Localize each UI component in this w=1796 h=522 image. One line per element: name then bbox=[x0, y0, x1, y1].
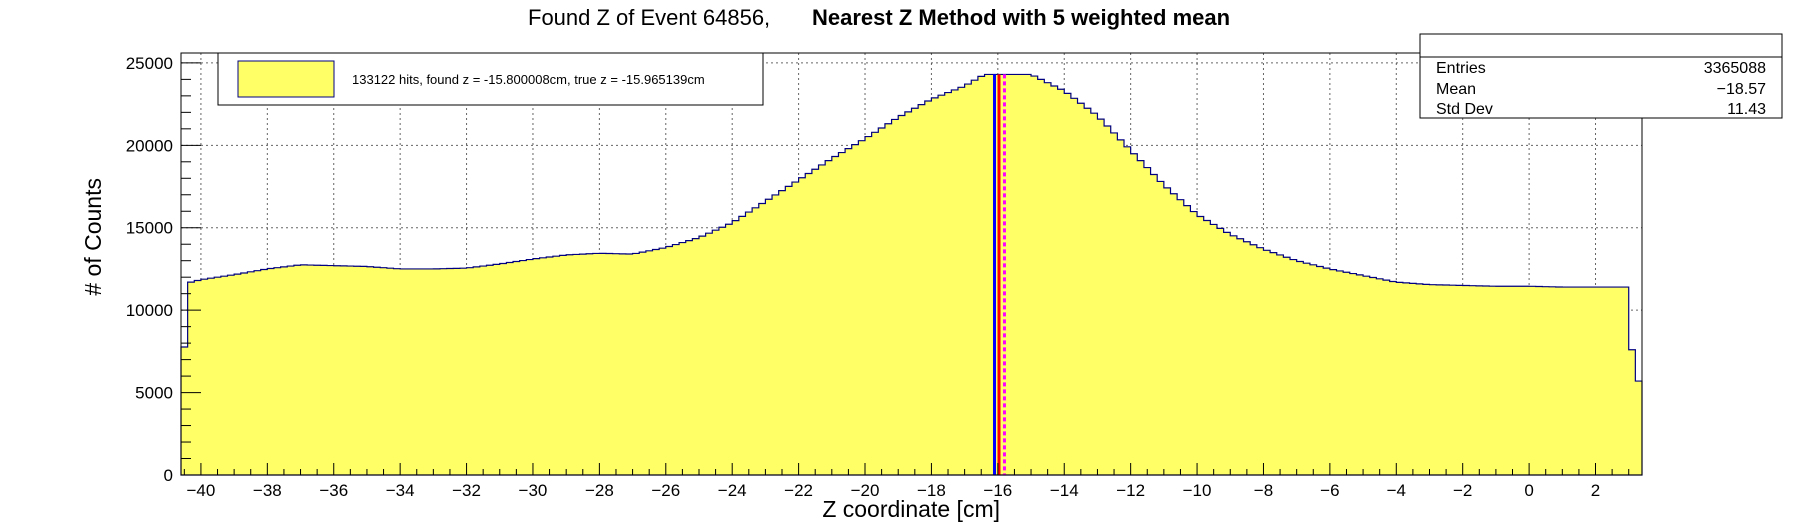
x-tick-label: −10 bbox=[1183, 481, 1212, 500]
x-tick-label: −6 bbox=[1320, 481, 1339, 500]
y-tick-label: 25000 bbox=[126, 54, 173, 73]
stats-mean-label: Mean bbox=[1436, 81, 1476, 98]
chart-subtitle: Nearest Z Method with 5 weighted mean bbox=[812, 5, 1230, 30]
stats-stddev-value: 11.43 bbox=[1727, 101, 1766, 118]
y-tick-label: 20000 bbox=[126, 136, 173, 155]
stats-box: Entries 3365088 Mean −18.57 Std Dev 11.4… bbox=[1419, 33, 1783, 119]
stats-frame bbox=[1419, 33, 1783, 119]
x-tick-label: −14 bbox=[1050, 481, 1079, 500]
x-tick-label: −12 bbox=[1116, 481, 1145, 500]
x-tick-label: −34 bbox=[386, 481, 415, 500]
y-tick-label: 5000 bbox=[135, 384, 173, 403]
histogram-bars bbox=[180, 73, 1643, 476]
z-markers bbox=[993, 74, 1006, 475]
x-tick-label: −40 bbox=[187, 481, 216, 500]
x-tick-label: −8 bbox=[1254, 481, 1273, 500]
histogram-series bbox=[180, 73, 1643, 476]
x-tick-label: −30 bbox=[519, 481, 548, 500]
x-tick-label: 0 bbox=[1524, 481, 1533, 500]
x-tick-label: −26 bbox=[651, 481, 680, 500]
x-tick-label: −36 bbox=[319, 481, 348, 500]
legend: 133122 hits, found z = -15.800008cm, tru… bbox=[217, 52, 764, 106]
y-axis-title: # of Counts bbox=[80, 178, 106, 296]
x-tick-label: −32 bbox=[452, 481, 481, 500]
x-tick-label: −18 bbox=[917, 481, 946, 500]
stats-stddev-label: Std Dev bbox=[1436, 101, 1493, 118]
x-tick-label: −24 bbox=[718, 481, 747, 500]
y-axis: 0 5000 10000 15000 20000 25000 bbox=[126, 54, 201, 485]
x-tick-label: −4 bbox=[1387, 481, 1406, 500]
x-tick-label: −28 bbox=[585, 481, 614, 500]
x-tick-label: 2 bbox=[1591, 481, 1600, 500]
legend-swatch bbox=[237, 60, 335, 98]
x-tick-label: −2 bbox=[1453, 481, 1472, 500]
stats-mean-value: −18.57 bbox=[1717, 81, 1766, 98]
y-tick-label: 10000 bbox=[126, 301, 173, 320]
y-tick-label: 0 bbox=[164, 466, 173, 485]
y-tick-label: 15000 bbox=[126, 219, 173, 238]
plot-frame bbox=[180, 52, 1643, 476]
x-axis-title: Z coordinate [cm] bbox=[822, 496, 1000, 522]
stats-entries-label: Entries bbox=[1436, 60, 1486, 77]
legend-label: 133122 hits, found z = -15.800008cm, tru… bbox=[352, 72, 705, 87]
chart-title: Found Z of Event 64856, bbox=[528, 5, 770, 30]
x-tick-label: −16 bbox=[983, 481, 1012, 500]
stats-entries-value: 3365088 bbox=[1704, 60, 1766, 77]
x-tick-label: −22 bbox=[784, 481, 813, 500]
x-tick-label: −38 bbox=[253, 481, 282, 500]
x-axis: −40 −38 −36 −34 −32 −30 −28 −26 −24 −22 −20 −18 −16−… bbox=[183, 463, 1630, 500]
x-tick-label: −20 bbox=[851, 481, 880, 500]
